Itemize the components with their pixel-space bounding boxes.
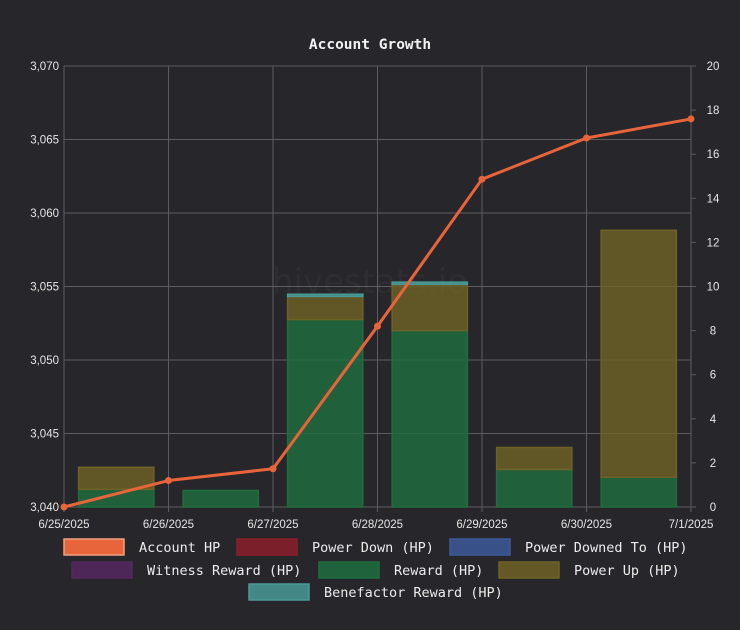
left-y-tick-label: 3,055 — [30, 282, 59, 294]
right-y-tick-label: 6 — [710, 370, 716, 382]
x-tick-label: 6/26/2025 — [143, 519, 194, 531]
legend-swatch — [248, 583, 310, 601]
right-y-tick-label: 2 — [710, 458, 716, 470]
legend-label: Power Up (HP) — [574, 563, 680, 579]
left-y-tick-label: 3,045 — [30, 429, 59, 441]
legend-swatch — [236, 538, 298, 556]
bar-segment — [495, 468, 573, 508]
legend-label: Power Downed To (HP) — [525, 540, 688, 556]
bar-segment — [182, 489, 260, 508]
left-y-tick-label: 3,040 — [30, 502, 59, 514]
right-y-tick-label: 12 — [707, 237, 720, 249]
x-tick-label: 6/27/2025 — [247, 519, 298, 531]
legend: Account HP Power Down (HP) Power Downed To… — [63, 538, 688, 601]
x-tick-label: 7/1/2025 — [669, 519, 714, 531]
account-hp-point — [478, 175, 486, 183]
right-y-axis: 0 2 4 6 8 10 12 14 16 18 20 — [707, 61, 720, 514]
legend-label: Witness Reward (HP) — [147, 563, 301, 579]
left-y-tick-label: 3,050 — [30, 355, 59, 367]
x-tick-label: 6/25/2025 — [38, 519, 89, 531]
bar-segment — [600, 229, 678, 478]
bar-segment — [286, 318, 364, 508]
legend-label: Power Down (HP) — [312, 540, 434, 556]
right-y-tick-label: 8 — [710, 326, 716, 338]
x-tick-label: 6/28/2025 — [352, 519, 403, 531]
grid — [63, 65, 696, 512]
legend-swatch — [318, 561, 380, 579]
right-y-tick-label: 16 — [707, 149, 720, 161]
account-hp-point — [165, 477, 172, 485]
left-y-tick-label: 3,065 — [30, 135, 59, 147]
bar-series-layer — [77, 229, 678, 508]
bar-segment — [495, 446, 573, 471]
account-hp-point — [269, 465, 277, 473]
legend-swatch — [71, 561, 133, 579]
account-hp-point — [374, 322, 381, 330]
bar-segment — [286, 293, 364, 298]
legend-swatch — [498, 561, 560, 579]
right-y-tick-label: 14 — [707, 193, 720, 205]
x-tick-label: 6/30/2025 — [561, 519, 612, 531]
x-tick-label: 6/29/2025 — [456, 519, 507, 531]
bar-segment — [286, 295, 364, 321]
bar-segment — [77, 466, 155, 491]
bar-segment — [391, 329, 469, 508]
legend-label: Benefactor Reward (HP) — [324, 585, 503, 601]
chart-title: Account Growth — [309, 37, 431, 53]
legend-swatch — [63, 538, 125, 556]
bar-segment — [600, 476, 678, 508]
right-y-tick-label: 10 — [707, 282, 720, 294]
x-axis: 6/25/2025 6/26/2025 6/27/2025 6/28/2025 6/29… — [38, 519, 713, 531]
left-y-tick-label: 3,070 — [30, 61, 59, 73]
bar-segment — [77, 488, 155, 508]
right-y-tick-label: 0 — [710, 502, 716, 514]
account-hp-point — [687, 115, 695, 123]
line-series-layer — [60, 115, 695, 511]
account-hp-point — [583, 134, 590, 142]
right-y-tick-label: 20 — [707, 61, 720, 73]
legend-swatch — [449, 538, 511, 556]
left-y-axis: 3,040 3,045 3,050 3,055 3,060 3,065 3,070 — [30, 61, 59, 514]
bar-segment — [391, 281, 469, 286]
right-y-tick-label: 18 — [707, 105, 720, 117]
legend-label: Account HP — [139, 540, 220, 556]
left-y-tick-label: 3,060 — [30, 208, 59, 220]
account-hp-point — [60, 503, 68, 511]
legend-label: Reward (HP) — [394, 563, 483, 579]
right-y-tick-label: 4 — [710, 414, 717, 426]
